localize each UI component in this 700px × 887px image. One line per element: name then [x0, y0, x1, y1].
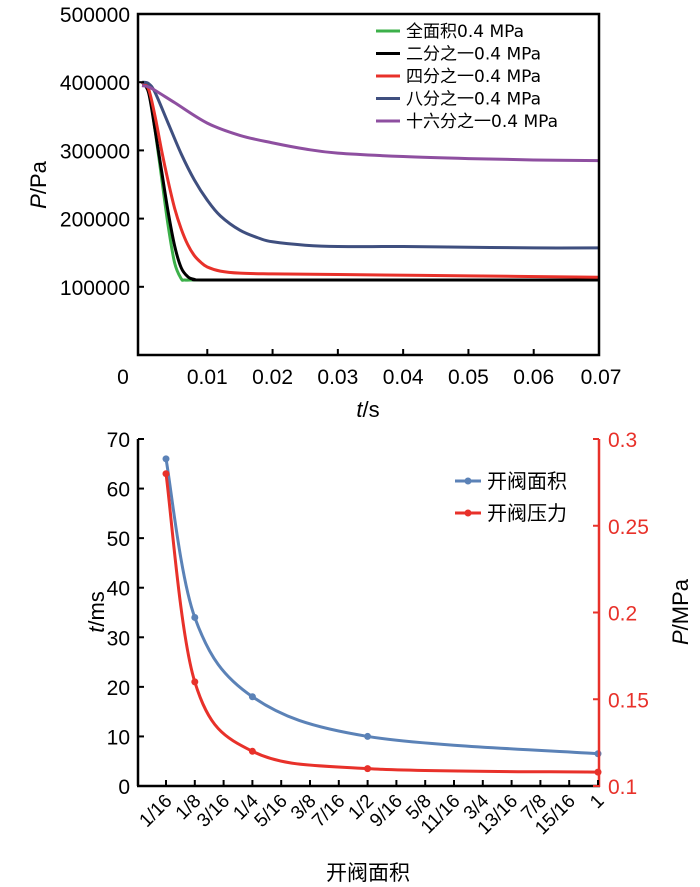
pressure-time-y-axis-title: P/Pa [26, 160, 51, 208]
series-line-3 [140, 81, 600, 279]
series-line-5 [141, 84, 600, 163]
right-y-tick-label: 0.2 [608, 603, 637, 626]
pressure-time-chart: 0 0.01 0.02 0.03 0.04 0.05 0.06 0.07 100000 2000… [26, 4, 621, 422]
y-tick-label: 500000 [60, 4, 130, 27]
legend-marker [464, 477, 472, 485]
open-area-chart: 1/161/83/161/45/163/87/161/29/165/811/16… [84, 429, 693, 885]
legend-marker [464, 509, 472, 517]
series-line-4 [141, 80, 600, 250]
series-line-1 [164, 458, 599, 756]
pressure-time-series-group [140, 80, 600, 282]
y-tick-label: 300000 [60, 140, 130, 163]
x-tick-label: 0.07 [581, 366, 622, 389]
open-area-left-y-ticks: 0 10 20 30 40 50 60 70 [107, 429, 144, 799]
right-y-tick-label: 0.1 [608, 776, 637, 799]
x-tick-label: 0.05 [448, 366, 489, 389]
open-area-right-y-ticks: 0.1 0.15 0.2 0.25 0.3 [593, 429, 649, 799]
series-point [191, 678, 199, 686]
left-y-tick-label: 40 [107, 578, 130, 601]
x-tick-label: 0.01 [187, 366, 228, 389]
pressure-time-y-ticks: 100000 200000 300000 400000 500000 [60, 4, 144, 300]
open-area-left-y-axis-title: t/ms [84, 591, 109, 633]
x-tick-label: 3/16 [193, 791, 234, 832]
x-tick-label: 0.02 [252, 366, 293, 389]
pressure-time-plot-frame [136, 12, 601, 357]
x-tick-label: 0.06 [513, 366, 554, 389]
y-tick-label: 400000 [60, 72, 130, 95]
left-y-tick-label: 70 [107, 429, 130, 452]
x-tick-label: 1/16 [136, 791, 177, 832]
legend-label: 开阀压力 [487, 501, 567, 525]
open-area-x-ticks: 1/161/83/161/45/163/87/161/29/165/811/16… [136, 780, 609, 839]
open-area-x-axis-title: 开阀面积 [326, 861, 410, 885]
series-point [162, 470, 170, 478]
legend-label: 四分之一0.4 MPa [406, 67, 541, 87]
y-tick-label: 200000 [60, 209, 130, 232]
pressure-time-x-ticks: 0 0.01 0.02 0.03 0.04 0.05 0.06 0.07 [117, 349, 621, 389]
right-y-tick-label: 0.25 [608, 516, 649, 539]
left-y-tick-label: 20 [107, 677, 130, 700]
x-tick-label: 7/16 [308, 791, 349, 832]
left-y-tick-label: 50 [107, 528, 130, 551]
left-y-tick-label: 0 [118, 776, 130, 799]
legend-label: 十六分之一0.4 MPa [406, 112, 558, 132]
legend-label: 全面积0.4 MPa [406, 22, 524, 42]
legend-label: 开阀面积 [487, 469, 567, 493]
x-tick-label: 1 [586, 791, 608, 813]
series-point [248, 693, 256, 701]
left-y-tick-label: 60 [107, 479, 130, 502]
open-area-right-y-axis-title: P/MPa [668, 578, 693, 645]
x-tick-label: 5/16 [251, 791, 292, 832]
series-point [191, 613, 199, 621]
x-tick-label: 0.03 [317, 366, 358, 389]
legend-label: 二分之一0.4 MPa [406, 45, 541, 65]
pressure-time-x-axis-title: t/s [356, 397, 379, 422]
legend-label: 八分之一0.4 MPa [406, 90, 541, 110]
series-point [364, 765, 372, 773]
left-y-tick-label: 30 [107, 627, 130, 650]
series-line-2 [140, 81, 599, 282]
right-y-tick-label: 0.15 [608, 689, 649, 712]
x-tick-label: 9/16 [366, 791, 407, 832]
open-area-series-group [162, 455, 602, 776]
x-tick-label: 0.04 [383, 366, 424, 389]
left-y-tick-label: 10 [107, 726, 130, 749]
series-point [364, 732, 372, 740]
series-point [248, 747, 256, 755]
x-tick-label: 0 [117, 366, 129, 389]
series-point [162, 455, 170, 463]
right-y-tick-label: 0.3 [608, 429, 637, 452]
y-tick-label: 100000 [60, 277, 130, 300]
